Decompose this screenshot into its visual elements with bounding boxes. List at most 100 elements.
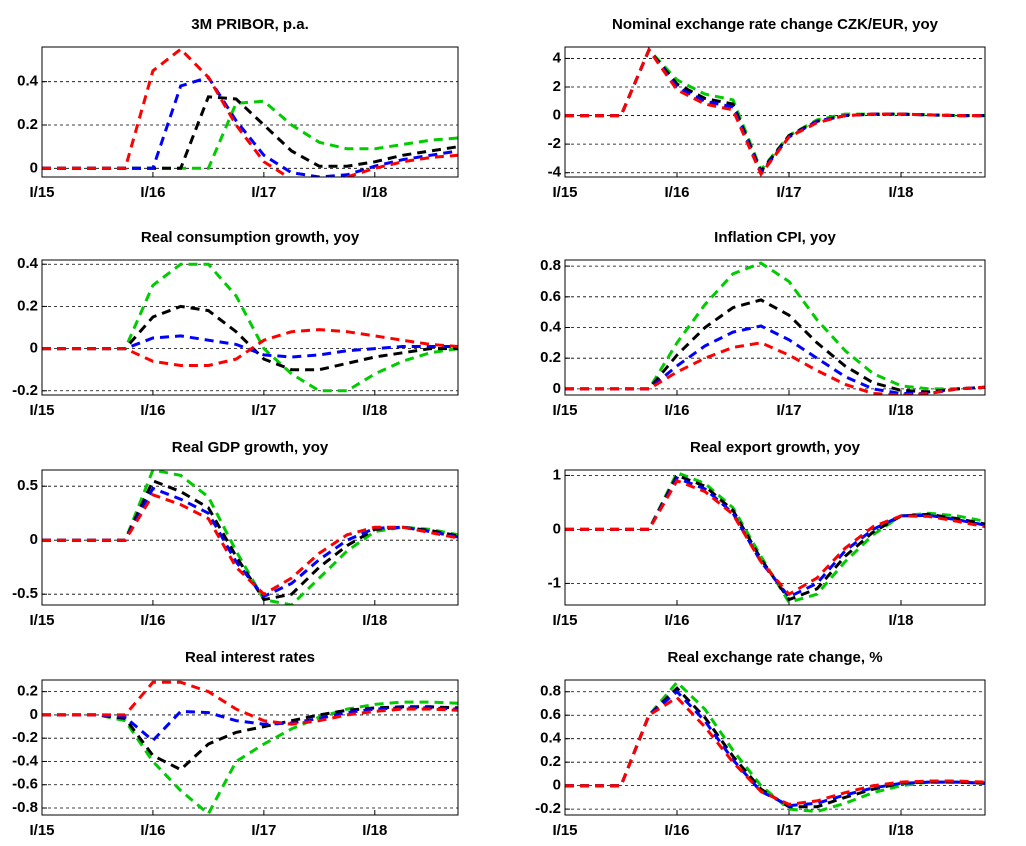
series-line bbox=[42, 705, 458, 772]
series-line bbox=[565, 261, 985, 391]
y-tick-label: 0.4 bbox=[540, 730, 562, 747]
y-tick-label: 4 bbox=[553, 49, 562, 66]
x-tick-label: I/18 bbox=[888, 402, 913, 419]
y-tick-label: -0.6 bbox=[12, 776, 38, 793]
x-tick-label: I/18 bbox=[362, 822, 387, 839]
x-tick-label: I/15 bbox=[552, 612, 577, 629]
chart-title: Real consumption growth, yoy bbox=[141, 229, 360, 246]
y-tick-label: -2 bbox=[548, 135, 561, 152]
y-tick-label: -0.4 bbox=[12, 752, 39, 769]
series-line bbox=[565, 478, 985, 597]
series-line bbox=[42, 700, 458, 815]
x-tick-label: I/15 bbox=[29, 184, 54, 201]
y-tick-label: 0.8 bbox=[540, 257, 561, 274]
series-line bbox=[42, 75, 458, 177]
y-tick-label: 1 bbox=[553, 466, 561, 483]
series-line bbox=[42, 492, 458, 597]
y-tick-label: 0.4 bbox=[17, 73, 39, 90]
chart-title: Real GDP growth, yoy bbox=[172, 439, 329, 456]
series-line bbox=[42, 262, 458, 393]
series-line bbox=[565, 689, 985, 808]
y-tick-label: 0.2 bbox=[540, 753, 561, 770]
series-line bbox=[565, 298, 985, 394]
chart-title: Real export growth, yoy bbox=[690, 439, 861, 456]
series-line bbox=[42, 47, 458, 177]
series-line bbox=[42, 95, 458, 170]
y-tick-label: 0 bbox=[553, 777, 561, 794]
x-tick-label: I/17 bbox=[776, 822, 801, 839]
y-tick-label: 0 bbox=[30, 159, 38, 176]
y-tick-label: 0.5 bbox=[17, 477, 38, 494]
x-tick-label: I/15 bbox=[29, 612, 54, 629]
x-tick-label: I/16 bbox=[140, 822, 165, 839]
y-tick-label: 0.4 bbox=[17, 255, 39, 272]
x-tick-label: I/16 bbox=[140, 402, 165, 419]
x-tick-label: I/18 bbox=[362, 402, 387, 419]
y-tick-label: 0 bbox=[30, 531, 38, 548]
x-tick-label: I/17 bbox=[251, 822, 276, 839]
y-tick-label: 0.6 bbox=[540, 288, 561, 305]
series-line bbox=[42, 470, 458, 605]
y-tick-label: -4 bbox=[548, 164, 562, 181]
y-tick-label: -0.5 bbox=[12, 585, 38, 602]
chart-title: Real exchange rate change, % bbox=[667, 649, 882, 666]
y-tick-label: 0.2 bbox=[17, 297, 38, 314]
series-line bbox=[42, 706, 458, 743]
y-tick-label: 0.2 bbox=[17, 683, 38, 700]
x-tick-label: I/18 bbox=[362, 612, 387, 629]
chart-title: Real interest rates bbox=[185, 649, 315, 666]
series-line bbox=[42, 328, 458, 367]
x-tick-label: I/16 bbox=[664, 402, 689, 419]
plot-frame bbox=[41, 259, 459, 396]
x-tick-label: I/16 bbox=[664, 612, 689, 629]
x-tick-label: I/16 bbox=[664, 822, 689, 839]
plot-frame bbox=[564, 259, 986, 396]
x-tick-label: I/17 bbox=[776, 612, 801, 629]
series-line bbox=[565, 476, 985, 599]
y-tick-label: 0.4 bbox=[540, 318, 562, 335]
chart-title: 3M PRIBOR, p.a. bbox=[191, 16, 309, 33]
y-tick-label: 0.2 bbox=[17, 116, 38, 133]
x-tick-label: I/16 bbox=[140, 612, 165, 629]
plot-frame bbox=[564, 679, 986, 816]
x-tick-label: I/15 bbox=[29, 402, 54, 419]
series-line bbox=[565, 470, 985, 605]
y-tick-label: -0.2 bbox=[12, 382, 38, 399]
y-tick-label: 2 bbox=[553, 78, 561, 95]
x-tick-label: I/16 bbox=[664, 184, 689, 201]
x-tick-label: I/17 bbox=[251, 184, 276, 201]
chart-title: Nominal exchange rate change CZK/EUR, yo… bbox=[612, 16, 939, 33]
x-tick-label: I/15 bbox=[552, 822, 577, 839]
plot-frame bbox=[564, 469, 986, 606]
x-tick-label: I/15 bbox=[552, 402, 577, 419]
x-tick-label: I/17 bbox=[251, 612, 276, 629]
x-tick-label: I/17 bbox=[776, 184, 801, 201]
y-tick-label: 0 bbox=[553, 107, 561, 124]
y-tick-label: -0.2 bbox=[535, 800, 561, 817]
y-tick-label: -0.8 bbox=[12, 799, 38, 816]
series-line bbox=[565, 695, 985, 806]
y-tick-label: 0 bbox=[30, 706, 38, 723]
x-tick-label: I/17 bbox=[776, 402, 801, 419]
y-tick-label: -0.2 bbox=[12, 729, 38, 746]
plot-frame bbox=[41, 679, 459, 816]
y-tick-label: 0.2 bbox=[540, 349, 561, 366]
x-tick-label: I/15 bbox=[29, 822, 54, 839]
x-tick-label: I/16 bbox=[140, 184, 165, 201]
y-tick-label: 0 bbox=[553, 520, 561, 537]
series-line bbox=[565, 680, 985, 814]
series-line bbox=[565, 47, 985, 173]
x-tick-label: I/18 bbox=[888, 822, 913, 839]
x-tick-label: I/18 bbox=[888, 184, 913, 201]
series-line bbox=[565, 324, 985, 395]
y-tick-label: 0.6 bbox=[540, 706, 561, 723]
chart-title: Inflation CPI, yoy bbox=[714, 229, 836, 246]
x-tick-label: I/15 bbox=[552, 184, 577, 201]
plot-frame bbox=[41, 46, 459, 178]
x-tick-label: I/17 bbox=[251, 402, 276, 419]
series-line bbox=[565, 47, 985, 177]
series-line bbox=[42, 680, 458, 726]
y-tick-label: 0 bbox=[553, 380, 561, 397]
series-line bbox=[565, 686, 985, 809]
